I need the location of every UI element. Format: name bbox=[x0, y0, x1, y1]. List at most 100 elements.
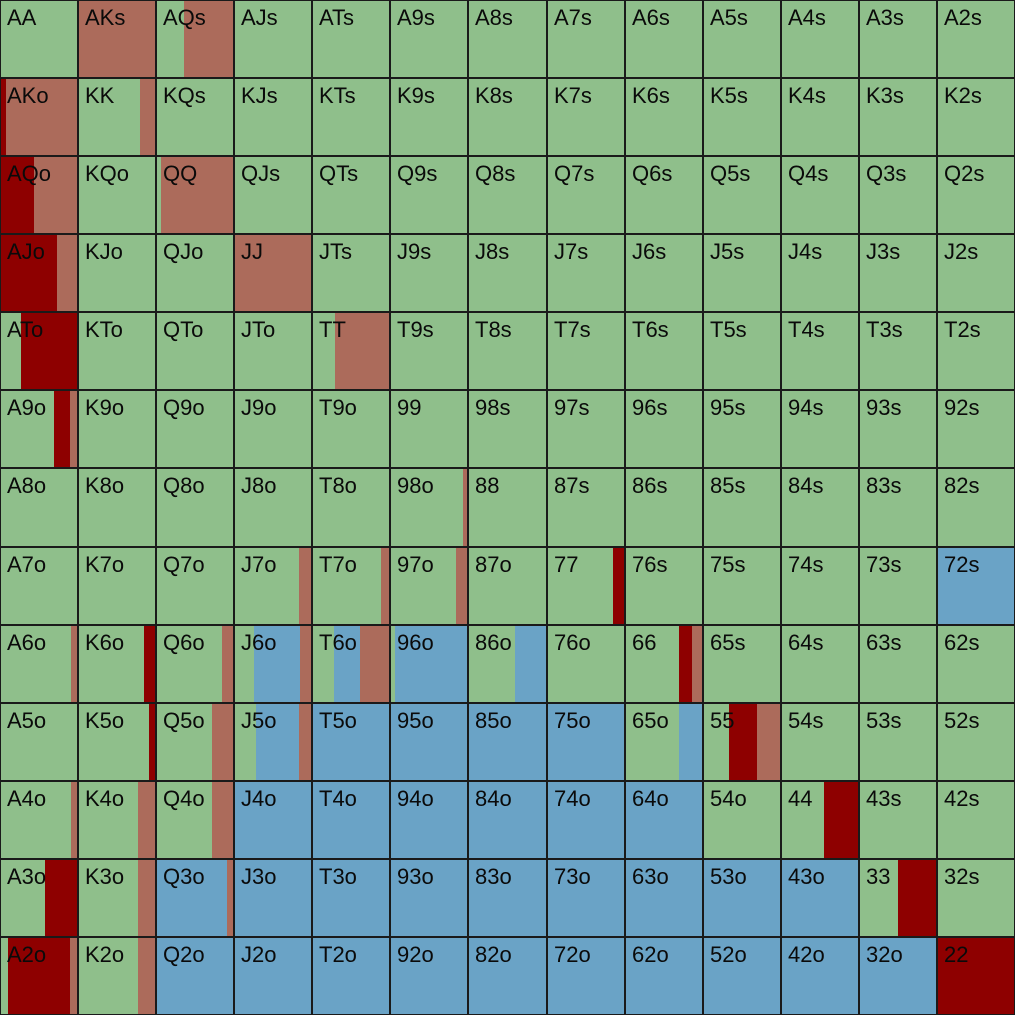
hand-cell-22[interactable]: 22 bbox=[937, 937, 1015, 1015]
hand-cell-kqo[interactable]: KQo bbox=[78, 156, 156, 234]
hand-cell-54s[interactable]: 54s bbox=[781, 703, 859, 781]
hand-cell-jto[interactable]: JTo bbox=[234, 312, 312, 390]
hand-cell-a6s[interactable]: A6s bbox=[625, 0, 703, 78]
hand-cell-a7s[interactable]: A7s bbox=[547, 0, 625, 78]
hand-cell-72o[interactable]: 72o bbox=[547, 937, 625, 1015]
hand-cell-qjs[interactable]: QJs bbox=[234, 156, 312, 234]
hand-cell-k7s[interactable]: K7s bbox=[547, 78, 625, 156]
hand-cell-86o[interactable]: 86o bbox=[468, 625, 547, 703]
hand-cell-a3s[interactable]: A3s bbox=[859, 0, 937, 78]
hand-cell-q8s[interactable]: Q8s bbox=[468, 156, 547, 234]
hand-cell-a9s[interactable]: A9s bbox=[390, 0, 468, 78]
hand-cell-52o[interactable]: 52o bbox=[703, 937, 781, 1015]
hand-cell-q6o[interactable]: Q6o bbox=[156, 625, 234, 703]
hand-cell-83o[interactable]: 83o bbox=[468, 859, 547, 937]
hand-cell-j2s[interactable]: J2s bbox=[937, 234, 1015, 312]
hand-cell-qjo[interactable]: QJo bbox=[156, 234, 234, 312]
hand-cell-52s[interactable]: 52s bbox=[937, 703, 1015, 781]
hand-cell-95s[interactable]: 95s bbox=[703, 390, 781, 468]
hand-cell-87s[interactable]: 87s bbox=[547, 468, 625, 547]
hand-cell-a7o[interactable]: A7o bbox=[0, 547, 78, 625]
hand-cell-qts[interactable]: QTs bbox=[312, 156, 390, 234]
hand-cell-q6s[interactable]: Q6s bbox=[625, 156, 703, 234]
hand-cell-aqs[interactable]: AQs bbox=[156, 0, 234, 78]
hand-cell-q3o[interactable]: Q3o bbox=[156, 859, 234, 937]
hand-cell-64o[interactable]: 64o bbox=[625, 781, 703, 859]
hand-cell-q2s[interactable]: Q2s bbox=[937, 156, 1015, 234]
hand-cell-62o[interactable]: 62o bbox=[625, 937, 703, 1015]
hand-cell-k6s[interactable]: K6s bbox=[625, 78, 703, 156]
hand-cell-32o[interactable]: 32o bbox=[859, 937, 937, 1015]
hand-cell-t7o[interactable]: T7o bbox=[312, 547, 390, 625]
hand-cell-55[interactable]: 55 bbox=[703, 703, 781, 781]
hand-cell-a4o[interactable]: A4o bbox=[0, 781, 78, 859]
hand-cell-74s[interactable]: 74s bbox=[781, 547, 859, 625]
hand-cell-t4s[interactable]: T4s bbox=[781, 312, 859, 390]
hand-cell-98o[interactable]: 98o bbox=[390, 468, 468, 547]
hand-cell-72s[interactable]: 72s bbox=[937, 547, 1015, 625]
hand-cell-33[interactable]: 33 bbox=[859, 859, 937, 937]
hand-cell-j6o[interactable]: J6o bbox=[234, 625, 312, 703]
hand-cell-j9o[interactable]: J9o bbox=[234, 390, 312, 468]
hand-cell-tt[interactable]: TT bbox=[312, 312, 390, 390]
hand-cell-q5s[interactable]: Q5s bbox=[703, 156, 781, 234]
hand-cell-ajs[interactable]: AJs bbox=[234, 0, 312, 78]
hand-cell-77[interactable]: 77 bbox=[547, 547, 625, 625]
hand-cell-73o[interactable]: 73o bbox=[547, 859, 625, 937]
hand-cell-k5o[interactable]: K5o bbox=[78, 703, 156, 781]
hand-cell-j3o[interactable]: J3o bbox=[234, 859, 312, 937]
hand-cell-j7s[interactable]: J7s bbox=[547, 234, 625, 312]
hand-cell-k4s[interactable]: K4s bbox=[781, 78, 859, 156]
hand-cell-t9s[interactable]: T9s bbox=[390, 312, 468, 390]
hand-cell-97s[interactable]: 97s bbox=[547, 390, 625, 468]
hand-cell-t5s[interactable]: T5s bbox=[703, 312, 781, 390]
hand-cell-53o[interactable]: 53o bbox=[703, 859, 781, 937]
hand-cell-83s[interactable]: 83s bbox=[859, 468, 937, 547]
hand-cell-q9s[interactable]: Q9s bbox=[390, 156, 468, 234]
hand-cell-82s[interactable]: 82s bbox=[937, 468, 1015, 547]
hand-cell-t9o[interactable]: T9o bbox=[312, 390, 390, 468]
hand-cell-q7o[interactable]: Q7o bbox=[156, 547, 234, 625]
hand-cell-j4s[interactable]: J4s bbox=[781, 234, 859, 312]
hand-cell-j8o[interactable]: J8o bbox=[234, 468, 312, 547]
hand-cell-92s[interactable]: 92s bbox=[937, 390, 1015, 468]
hand-cell-t6s[interactable]: T6s bbox=[625, 312, 703, 390]
hand-cell-96o[interactable]: 96o bbox=[390, 625, 468, 703]
hand-cell-k2o[interactable]: K2o bbox=[78, 937, 156, 1015]
hand-cell-a5o[interactable]: A5o bbox=[0, 703, 78, 781]
hand-cell-85o[interactable]: 85o bbox=[468, 703, 547, 781]
hand-cell-t3o[interactable]: T3o bbox=[312, 859, 390, 937]
hand-cell-74o[interactable]: 74o bbox=[547, 781, 625, 859]
hand-cell-94o[interactable]: 94o bbox=[390, 781, 468, 859]
hand-cell-q7s[interactable]: Q7s bbox=[547, 156, 625, 234]
hand-cell-82o[interactable]: 82o bbox=[468, 937, 547, 1015]
hand-cell-97o[interactable]: 97o bbox=[390, 547, 468, 625]
hand-cell-k5s[interactable]: K5s bbox=[703, 78, 781, 156]
hand-cell-t3s[interactable]: T3s bbox=[859, 312, 937, 390]
hand-cell-j9s[interactable]: J9s bbox=[390, 234, 468, 312]
hand-cell-95o[interactable]: 95o bbox=[390, 703, 468, 781]
hand-cell-t2s[interactable]: T2s bbox=[937, 312, 1015, 390]
hand-cell-kk[interactable]: KK bbox=[78, 78, 156, 156]
hand-cell-k9o[interactable]: K9o bbox=[78, 390, 156, 468]
hand-cell-65o[interactable]: 65o bbox=[625, 703, 703, 781]
hand-cell-k8s[interactable]: K8s bbox=[468, 78, 547, 156]
hand-cell-j5o[interactable]: J5o bbox=[234, 703, 312, 781]
hand-cell-43s[interactable]: 43s bbox=[859, 781, 937, 859]
hand-cell-99[interactable]: 99 bbox=[390, 390, 468, 468]
hand-cell-a2o[interactable]: A2o bbox=[0, 937, 78, 1015]
hand-cell-87o[interactable]: 87o bbox=[468, 547, 547, 625]
hand-cell-96s[interactable]: 96s bbox=[625, 390, 703, 468]
hand-cell-a8o[interactable]: A8o bbox=[0, 468, 78, 547]
hand-cell-j6s[interactable]: J6s bbox=[625, 234, 703, 312]
hand-cell-43o[interactable]: 43o bbox=[781, 859, 859, 937]
hand-cell-ats[interactable]: ATs bbox=[312, 0, 390, 78]
hand-cell-t4o[interactable]: T4o bbox=[312, 781, 390, 859]
hand-cell-k2s[interactable]: K2s bbox=[937, 78, 1015, 156]
hand-cell-a9o[interactable]: A9o bbox=[0, 390, 78, 468]
hand-cell-k7o[interactable]: K7o bbox=[78, 547, 156, 625]
hand-cell-kjo[interactable]: KJo bbox=[78, 234, 156, 312]
hand-cell-ato[interactable]: ATo bbox=[0, 312, 78, 390]
hand-cell-54o[interactable]: 54o bbox=[703, 781, 781, 859]
hand-cell-75s[interactable]: 75s bbox=[703, 547, 781, 625]
